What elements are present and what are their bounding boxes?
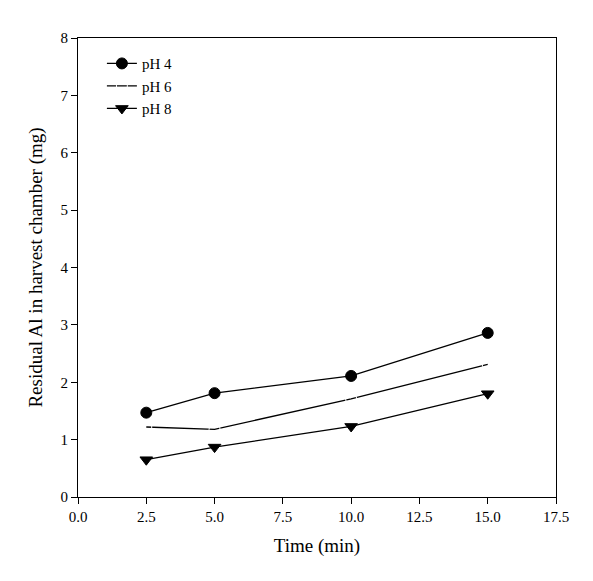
svg-text:7: 7 [61, 88, 69, 104]
svg-text:17.5: 17.5 [543, 509, 569, 525]
svg-text:15.0: 15.0 [475, 509, 501, 525]
svg-text:0.0: 0.0 [69, 509, 88, 525]
svg-text:3: 3 [61, 317, 69, 333]
svg-text:7.5: 7.5 [273, 509, 292, 525]
svg-text:pH 4: pH 4 [142, 56, 172, 72]
svg-text:2.5: 2.5 [137, 509, 156, 525]
svg-text:0: 0 [61, 489, 69, 505]
svg-text:10.0: 10.0 [338, 509, 364, 525]
svg-text:1: 1 [61, 432, 69, 448]
svg-text:12.5: 12.5 [406, 509, 432, 525]
svg-text:5.0: 5.0 [205, 509, 224, 525]
svg-text:5: 5 [61, 202, 69, 218]
svg-text:Time (min): Time (min) [274, 535, 360, 557]
svg-text:8: 8 [61, 30, 69, 46]
svg-text:pH 6: pH 6 [142, 79, 172, 95]
svg-text:6: 6 [61, 145, 69, 161]
svg-text:2: 2 [61, 375, 69, 391]
svg-text:pH 8: pH 8 [142, 101, 172, 117]
svg-text:4: 4 [61, 260, 69, 276]
svg-text:Residual Al in harvest chamber: Residual Al in harvest chamber (mg) [25, 127, 47, 407]
